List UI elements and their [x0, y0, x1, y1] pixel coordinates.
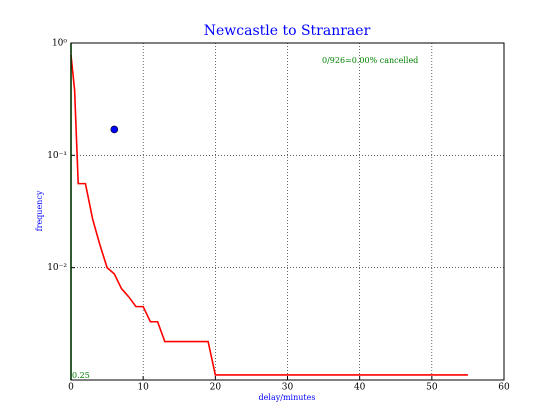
y-tick-label: 10⁻²	[47, 263, 67, 273]
x-tick-label: 50	[426, 383, 438, 393]
annotation: 0/926=0.00% cancelled	[322, 56, 418, 65]
point	[110, 125, 119, 134]
annotation: 0.25	[72, 371, 90, 380]
y-tick-label: 10⁻¹	[47, 151, 67, 161]
x-tick-label: 20	[210, 383, 222, 393]
x-tick-label: 0	[68, 383, 74, 393]
chart-title: Newcastle to Stranraer	[204, 23, 371, 39]
x-tick-label: 60	[498, 383, 510, 393]
x-tick-label: 10	[137, 383, 149, 393]
line	[70, 55, 468, 376]
x-tick-label: 40	[354, 383, 366, 393]
y-axis-label: frequency	[35, 190, 44, 231]
y-tick-label: 10⁰	[52, 39, 67, 49]
x-axis-label: delay/minutes	[259, 393, 316, 402]
x-tick-label: 30	[282, 383, 294, 393]
plot-frame	[70, 42, 505, 381]
